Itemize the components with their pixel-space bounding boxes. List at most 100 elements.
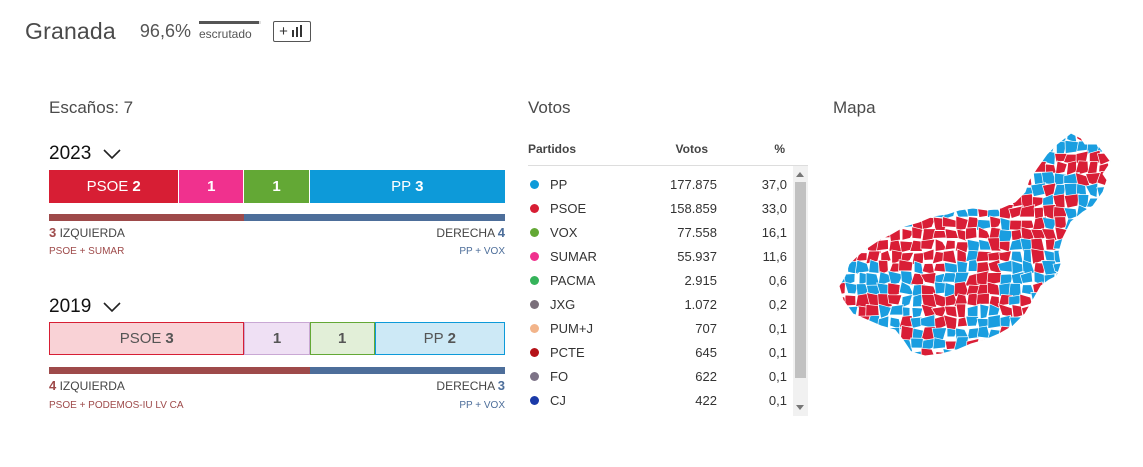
map-municipality[interactable]	[835, 315, 847, 330]
map-municipality[interactable]	[920, 162, 936, 176]
map-municipality[interactable]	[921, 182, 937, 197]
map-municipality[interactable]	[835, 259, 847, 272]
map-municipality[interactable]	[877, 161, 893, 175]
map-municipality[interactable]	[934, 163, 944, 174]
map-municipality[interactable]	[845, 172, 860, 187]
map-municipality[interactable]	[901, 360, 915, 365]
map-municipality[interactable]	[944, 261, 958, 274]
map-municipality[interactable]	[956, 152, 968, 165]
map-municipality[interactable]	[835, 140, 845, 155]
map-municipality[interactable]	[868, 171, 880, 185]
granada-municipality-map[interactable]	[835, 130, 1120, 365]
map-municipality[interactable]	[843, 340, 859, 353]
map-municipality[interactable]	[855, 226, 871, 242]
map-municipality[interactable]	[956, 316, 968, 328]
map-municipality[interactable]	[1063, 240, 1080, 253]
map-municipality[interactable]	[1074, 237, 1088, 253]
map-municipality[interactable]	[876, 216, 893, 231]
map-municipality[interactable]	[1109, 182, 1120, 195]
map-municipality[interactable]	[932, 130, 947, 144]
map-municipality[interactable]	[1055, 359, 1066, 365]
scroll-up-arrow-icon[interactable]	[796, 172, 804, 177]
map-municipality[interactable]	[954, 360, 968, 365]
map-municipality[interactable]	[835, 150, 847, 162]
map-municipality[interactable]	[909, 204, 925, 221]
map-municipality[interactable]	[856, 130, 871, 144]
map-municipality[interactable]	[1107, 215, 1120, 232]
map-municipality[interactable]	[1097, 348, 1110, 363]
map-municipality[interactable]	[1085, 271, 1102, 287]
map-municipality[interactable]	[1030, 316, 1045, 328]
map-municipality[interactable]	[975, 348, 989, 363]
map-municipality[interactable]	[932, 337, 947, 350]
map-municipality[interactable]	[835, 183, 846, 197]
map-municipality[interactable]	[855, 252, 868, 262]
map-municipality[interactable]	[1066, 327, 1080, 342]
map-municipality[interactable]	[1043, 305, 1057, 317]
map-municipality[interactable]	[920, 347, 937, 360]
map-municipality[interactable]	[1009, 219, 1023, 231]
map-municipality[interactable]	[1064, 347, 1079, 361]
map-municipality[interactable]	[1074, 271, 1091, 283]
map-municipality[interactable]	[867, 217, 878, 233]
map-municipality[interactable]	[855, 217, 871, 230]
map-municipality[interactable]	[1085, 315, 1099, 329]
map-municipality[interactable]	[887, 347, 901, 362]
map-municipality[interactable]	[966, 204, 979, 217]
map-municipality[interactable]	[887, 294, 903, 306]
map-municipality[interactable]	[1109, 228, 1120, 242]
map-municipality[interactable]	[877, 196, 890, 208]
map-municipality[interactable]	[887, 207, 902, 219]
map-municipality[interactable]	[966, 292, 980, 307]
map-municipality[interactable]	[954, 161, 968, 175]
map-municipality[interactable]	[998, 182, 1014, 197]
map-municipality[interactable]	[987, 314, 1002, 329]
map-municipality[interactable]	[1009, 151, 1025, 165]
map-municipality[interactable]	[944, 149, 957, 165]
map-municipality[interactable]	[923, 132, 937, 143]
map-municipality[interactable]	[878, 328, 892, 338]
map-municipality[interactable]	[1064, 140, 1080, 154]
map-municipality[interactable]	[866, 150, 881, 166]
map-municipality[interactable]	[913, 361, 923, 365]
map-municipality[interactable]	[1109, 305, 1120, 320]
map-municipality[interactable]	[986, 149, 1003, 165]
map-municipality[interactable]	[979, 303, 990, 320]
map-municipality[interactable]	[1021, 140, 1034, 153]
map-municipality[interactable]	[900, 270, 914, 287]
map-municipality[interactable]	[844, 130, 859, 141]
map-municipality[interactable]	[888, 262, 901, 273]
map-municipality[interactable]	[1107, 248, 1120, 265]
map-municipality[interactable]	[1054, 284, 1067, 298]
map-municipality[interactable]	[865, 204, 880, 219]
map-municipality[interactable]	[1087, 294, 1099, 309]
map-municipality[interactable]	[931, 183, 945, 198]
map-municipality[interactable]	[1053, 292, 1070, 306]
map-municipality[interactable]	[1054, 160, 1068, 175]
map-municipality[interactable]	[1110, 348, 1120, 359]
map-municipality[interactable]	[943, 140, 955, 153]
map-municipality[interactable]	[1085, 349, 1101, 363]
map-municipality[interactable]	[1041, 139, 1057, 153]
map-municipality[interactable]	[1108, 272, 1120, 285]
map-municipality[interactable]	[953, 130, 970, 143]
map-municipality[interactable]	[933, 171, 947, 188]
map-municipality[interactable]	[1097, 207, 1111, 220]
map-municipality[interactable]	[1052, 131, 1067, 143]
map-municipality[interactable]	[1096, 260, 1111, 272]
map-municipality[interactable]	[976, 261, 990, 274]
map-municipality[interactable]	[1044, 337, 1056, 350]
map-municipality[interactable]	[1042, 281, 1057, 296]
map-municipality[interactable]	[1098, 251, 1111, 264]
map-municipality[interactable]	[877, 130, 892, 141]
map-municipality[interactable]	[943, 193, 957, 210]
map-municipality[interactable]	[889, 140, 904, 154]
map-municipality[interactable]	[924, 360, 934, 365]
map-municipality[interactable]	[942, 182, 958, 199]
map-municipality[interactable]	[1099, 273, 1112, 284]
map-municipality[interactable]	[1085, 131, 1099, 144]
map-municipality[interactable]	[976, 292, 990, 305]
map-municipality[interactable]	[846, 182, 860, 198]
map-municipality[interactable]	[1075, 347, 1091, 362]
map-municipality[interactable]	[844, 281, 859, 295]
